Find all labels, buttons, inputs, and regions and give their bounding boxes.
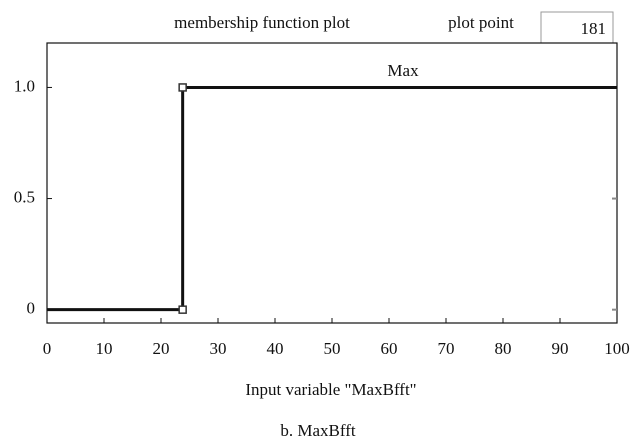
x-tick-label: 20: [153, 339, 170, 358]
plot-point-field[interactable]: [540, 11, 614, 44]
x-tick-label: 100: [604, 339, 630, 358]
series-label: Max: [387, 61, 419, 80]
y-tick-label: 0.5: [14, 187, 35, 206]
x-tick-label: 50: [324, 339, 341, 358]
x-tick-label: 70: [438, 339, 455, 358]
plot-point-label: plot point: [448, 13, 514, 32]
y-tick-label: 1.0: [14, 76, 35, 95]
plot-point-value[interactable]: 181: [581, 19, 607, 38]
membership-line: [47, 85, 617, 312]
x-tick-label: 40: [267, 339, 284, 358]
vertex-marker: [178, 83, 187, 92]
x-tick-label: 0: [43, 339, 52, 358]
chart-title: membership function plot: [174, 13, 350, 32]
vertex-marker: [178, 305, 187, 314]
caption: b. MaxBfft: [280, 421, 356, 440]
x-tick-label: 80: [495, 339, 512, 358]
y-tick-label: 0: [27, 299, 36, 318]
x-tick-label: 60: [381, 339, 398, 358]
x-axis-label: Input variable "MaxBfft": [245, 380, 416, 399]
x-tick-label: 10: [96, 339, 113, 358]
x-tick-label: 30: [210, 339, 227, 358]
x-tick-label: 90: [552, 339, 569, 358]
plot-frame: [46, 42, 618, 324]
